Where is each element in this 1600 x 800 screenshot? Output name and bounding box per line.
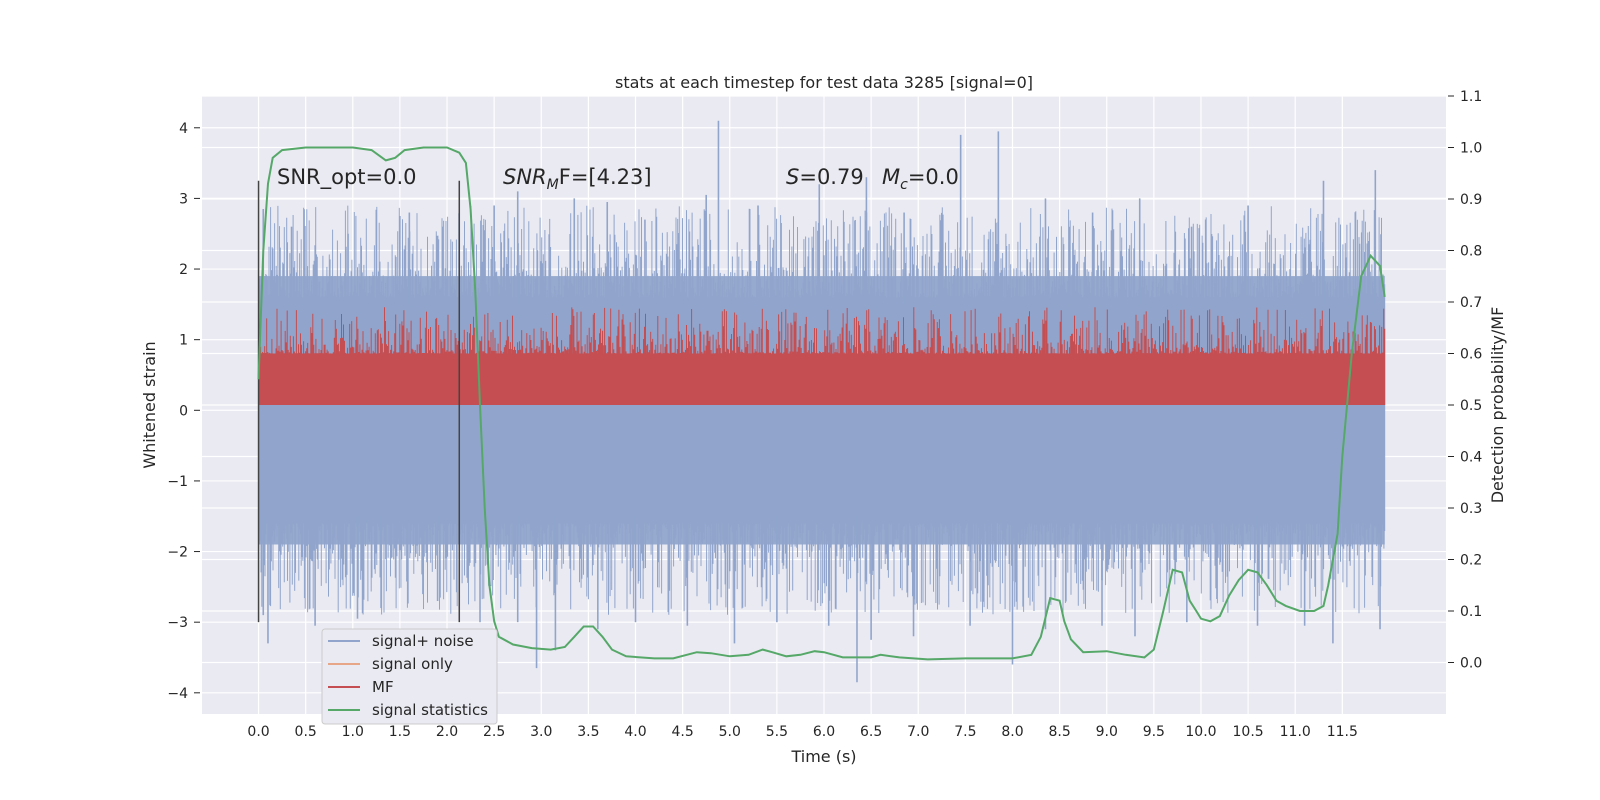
legend-label-signal-noise: signal+ noise (372, 632, 474, 650)
x-tick-label: 10.5 (1233, 724, 1264, 740)
annotation-s: S=0.79 (786, 165, 864, 189)
x-tick-label: 6.0 (813, 724, 835, 740)
y-left-tick-label: 0 (179, 403, 188, 419)
x-tick-label: 8.5 (1048, 724, 1070, 740)
y-right-tick-label: 0.2 (1460, 553, 1482, 569)
y-right-tick-label: 0.1 (1460, 604, 1482, 620)
y-left-tick-label: 1 (179, 333, 188, 349)
x-axis-label: Time (s) (790, 747, 856, 766)
x-tick-label: 0.5 (295, 724, 317, 740)
y-right-tick-label: 0.0 (1460, 656, 1482, 672)
x-tick-label: 9.0 (1096, 724, 1118, 740)
y-right-axis-label: Detection probability/MF (1488, 307, 1507, 504)
y-left-tick-label: 2 (179, 262, 188, 278)
annotation-mc: Mc=0.0 (882, 165, 959, 193)
x-tick-label: 7.5 (954, 724, 976, 740)
x-tick-label: 9.5 (1143, 724, 1165, 740)
x-tick-label: 3.0 (530, 724, 552, 740)
annotation-snr-mf-subscript: M (547, 177, 559, 193)
y-right-tick-label: 1.0 (1460, 141, 1482, 157)
x-tick-label: 4.0 (624, 724, 646, 740)
y-right-tick-label: 0.4 (1460, 450, 1482, 466)
series-signal-statistics (257, 146, 1386, 661)
x-tick-label: 2.5 (483, 724, 505, 740)
y-right-tick-label: 0.7 (1460, 295, 1482, 311)
annotation-mc-symbol: M (882, 165, 900, 189)
y-left-tick-label: −1 (167, 474, 188, 490)
annotation-snr-mf-value: F=[4.23] (559, 165, 652, 189)
legend: signal+ noise signal only MF signal stat… (321, 628, 498, 725)
x-tick-label: 4.5 (672, 724, 694, 740)
x-tick-label: 11.5 (1327, 724, 1358, 740)
y-right-tick-label: 1.1 (1460, 89, 1482, 105)
signal-statistics-line (257, 146, 1386, 661)
series-mf (258, 307, 1386, 405)
legend-frame (321, 628, 498, 725)
y-right-tick-label: 0.5 (1460, 398, 1482, 414)
x-tick-label: 8.0 (1001, 724, 1023, 740)
x-tick-label: 3.5 (577, 724, 599, 740)
y-right-tick-label: 0.6 (1460, 347, 1482, 363)
annotation-s-symbol: S (786, 165, 799, 189)
annotation-mc-subscript: c (900, 177, 908, 193)
legend-label-signal-statistics: signal statistics (372, 701, 488, 719)
x-axis-ticks: 0.0 0.5 1.0 1.5 2.0 2.5 3.0 3.5 4.0 4.5 5.0 5.5 6.0 6… (247, 724, 1358, 740)
x-tick-label: 6.5 (860, 724, 882, 740)
x-tick-label: 10.0 (1185, 724, 1216, 740)
x-tick-label: 11.0 (1280, 724, 1311, 740)
x-tick-label: 2.0 (436, 724, 458, 740)
annotation-snr-mf-symbol: SNR (503, 165, 547, 189)
legend-label-signal-only: signal only (372, 655, 453, 673)
y-left-tick-label: −2 (167, 545, 188, 561)
annotation-s-value: =0.79 (799, 165, 863, 189)
legend-label-mf: MF (372, 678, 394, 696)
chart-title: stats at each timestep for test data 328… (615, 73, 1033, 92)
x-tick-label: 5.5 (766, 724, 788, 740)
x-tick-label: 1.5 (389, 724, 411, 740)
y-right-tick-label: 0.9 (1460, 192, 1482, 208)
y-right-tick-label: 0.8 (1460, 244, 1482, 260)
x-tick-label: 7.0 (907, 724, 929, 740)
annotation-snr-opt: SNR_opt=0.0 (277, 165, 417, 190)
y-left-tick-label: −3 (167, 615, 188, 631)
y-left-axis-ticks: −4 −3 −2 −1 0 1 2 3 4 (167, 121, 200, 702)
x-tick-label: 0.0 (247, 724, 269, 740)
y-left-tick-label: 4 (179, 121, 188, 137)
x-tick-label: 5.0 (719, 724, 741, 740)
vertical-marker-lines (257, 180, 461, 623)
series-signal-plus-noise (258, 120, 1386, 683)
y-left-tick-label: −4 (167, 686, 188, 702)
y-right-axis-ticks: 0.0 0.1 0.2 0.3 0.4 0.5 0.6 0.7 0.8 0.9 1.0 1.1 (1448, 89, 1482, 672)
annotation-mc-value: =0.0 (908, 165, 959, 189)
y-left-tick-label: 3 (179, 191, 188, 207)
y-right-tick-label: 0.3 (1460, 501, 1482, 517)
y-left-axis-label: Whitened strain (140, 341, 159, 468)
x-tick-label: 1.0 (342, 724, 364, 740)
annotation-snr-mf: SNRMF=[4.23] (503, 165, 652, 193)
